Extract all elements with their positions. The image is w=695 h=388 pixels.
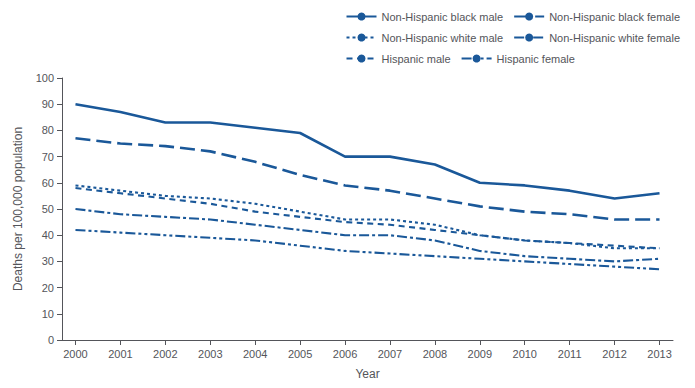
svg-text:20: 20 bbox=[42, 282, 54, 294]
svg-text:2009: 2009 bbox=[468, 348, 492, 360]
svg-text:50: 50 bbox=[42, 203, 54, 215]
svg-text:90: 90 bbox=[42, 98, 54, 110]
svg-text:Deaths per 100,000 population: Deaths per 100,000 population bbox=[11, 127, 25, 291]
svg-text:40: 40 bbox=[42, 229, 54, 241]
svg-text:2013: 2013 bbox=[647, 348, 671, 360]
svg-text:2008: 2008 bbox=[423, 348, 447, 360]
svg-text:60: 60 bbox=[42, 177, 54, 189]
svg-text:2003: 2003 bbox=[198, 348, 222, 360]
svg-text:Non-Hispanic black male: Non-Hispanic black male bbox=[382, 11, 504, 23]
svg-text:2005: 2005 bbox=[288, 348, 312, 360]
svg-text:2010: 2010 bbox=[513, 348, 537, 360]
svg-text:2006: 2006 bbox=[333, 348, 357, 360]
svg-text:Year: Year bbox=[355, 367, 379, 381]
svg-text:30: 30 bbox=[42, 255, 54, 267]
svg-text:2012: 2012 bbox=[602, 348, 626, 360]
svg-text:2011: 2011 bbox=[558, 348, 582, 360]
svg-text:100: 100 bbox=[36, 72, 54, 84]
svg-text:10: 10 bbox=[42, 308, 54, 320]
svg-text:70: 70 bbox=[42, 151, 54, 163]
svg-text:Hispanic male: Hispanic male bbox=[382, 53, 451, 65]
svg-text:80: 80 bbox=[42, 124, 54, 136]
svg-text:Hispanic female: Hispanic female bbox=[497, 53, 575, 65]
svg-text:Non-Hispanic black female: Non-Hispanic black female bbox=[549, 11, 680, 23]
svg-text:Non-Hispanic white female: Non-Hispanic white female bbox=[549, 32, 680, 44]
svg-text:2004: 2004 bbox=[243, 348, 267, 360]
svg-text:0: 0 bbox=[48, 334, 54, 346]
svg-text:2007: 2007 bbox=[378, 348, 402, 360]
svg-text:Non-Hispanic white male: Non-Hispanic white male bbox=[382, 32, 504, 44]
svg-text:2000: 2000 bbox=[63, 348, 87, 360]
svg-text:2001: 2001 bbox=[108, 348, 132, 360]
svg-text:2002: 2002 bbox=[153, 348, 177, 360]
